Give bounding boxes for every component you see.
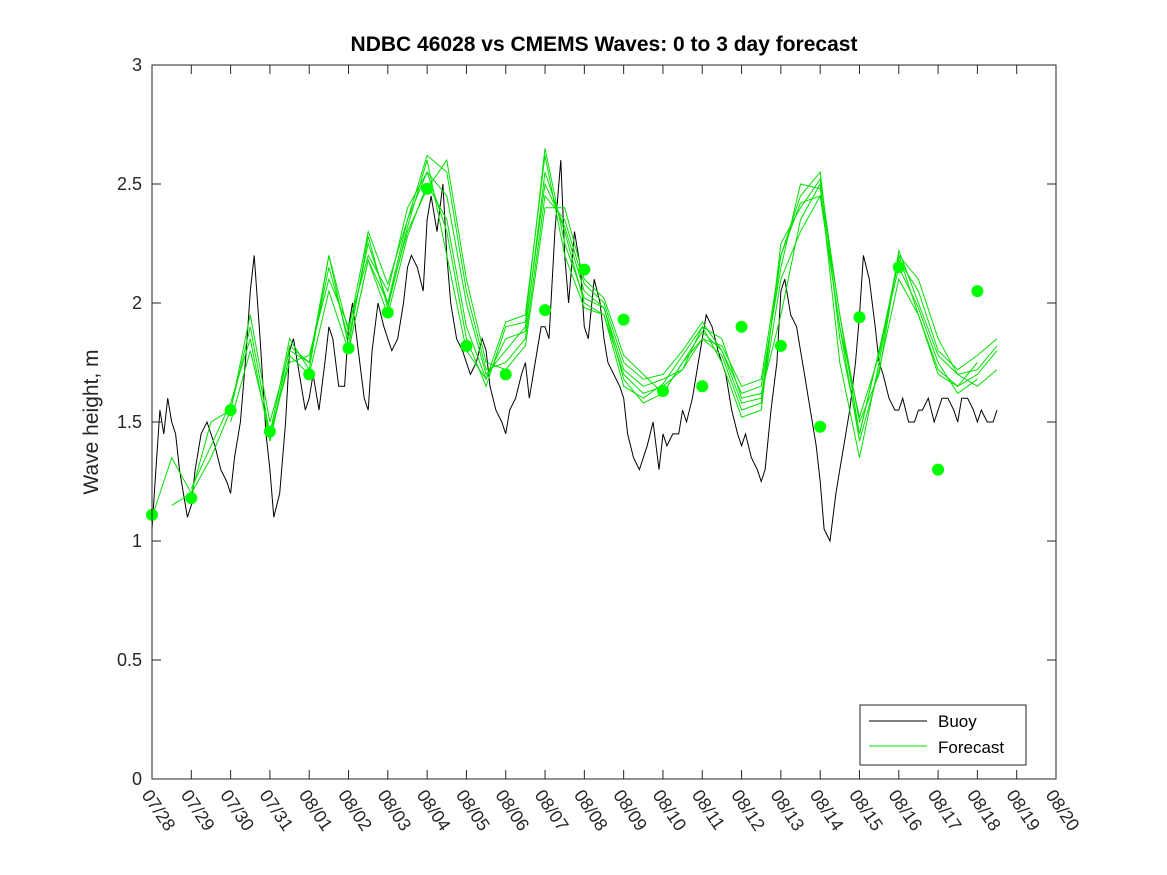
- forecast-series-line-2: [171, 148, 978, 506]
- forecast-marker: [735, 320, 748, 333]
- forecast-marker: [460, 339, 473, 352]
- forecast-marker: [578, 263, 591, 276]
- forecast-marker: [696, 380, 709, 393]
- forecast-marker: [853, 311, 866, 324]
- forecast-marker: [224, 404, 237, 417]
- forecast-series-line-3: [190, 171, 998, 489]
- forecast-marker: [499, 368, 512, 381]
- forecast-series-line-6: [348, 158, 998, 420]
- forecast-marker: [892, 261, 905, 274]
- forecast-marker: [263, 425, 276, 438]
- forecast-marker: [932, 463, 945, 476]
- forecast-marker: [617, 313, 630, 326]
- plot-area: [152, 65, 1056, 779]
- forecast-series-line-1: [151, 155, 978, 518]
- chart-title: NDBC 46028 vs CMEMS Waves: 0 to 3 day fo…: [351, 33, 858, 56]
- y-tick-label: 0.5: [117, 650, 142, 670]
- forecast-marker: [303, 368, 316, 381]
- legend-box: [859, 704, 1027, 766]
- forecast-marker: [342, 342, 355, 355]
- forecast-marker: [656, 385, 669, 398]
- forecast-marker: [185, 492, 198, 505]
- y-tick-label: 1.5: [117, 412, 142, 432]
- y-axis-label: Wave height, m: [80, 349, 103, 494]
- forecast-series-line-4: [230, 171, 998, 435]
- legend-buoy-label: Buoy: [938, 712, 977, 731]
- y-tick-label: 3: [132, 55, 142, 75]
- forecast-marker: [421, 182, 434, 195]
- y-tick-label: 1: [132, 531, 142, 551]
- y-tick-label: 0: [132, 769, 142, 789]
- y-tick-label: 2.5: [117, 174, 142, 194]
- y-tick-label: 2: [132, 293, 142, 313]
- forecast-marker: [539, 304, 552, 317]
- legend: Buoy Forecast: [859, 704, 1027, 766]
- forecast-marker: [381, 306, 394, 319]
- forecast-marker: [814, 420, 827, 433]
- forecast-marker: [971, 285, 984, 298]
- buoy-series-line: [151, 160, 998, 543]
- forecast-marker: [774, 339, 787, 352]
- data-layer: [146, 148, 998, 543]
- legend-forecast-label: Forecast: [938, 738, 1004, 757]
